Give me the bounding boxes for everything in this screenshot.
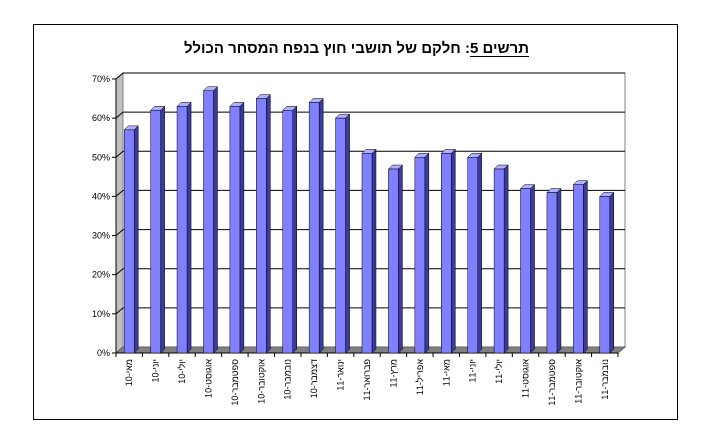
bar-side xyxy=(424,152,430,354)
x-tick-labels: מאי-10 יוני-10 יולי-10 אוגוסט-10 ספטמבר-10 או… xyxy=(124,359,610,406)
bar-front xyxy=(546,192,558,354)
x-tick-label: אפריל-11 xyxy=(415,359,425,395)
bar xyxy=(229,101,245,354)
bar-front xyxy=(388,168,399,354)
bar xyxy=(308,97,324,354)
bar xyxy=(519,183,536,354)
x-tick-label: דצמבר-10 xyxy=(309,359,319,398)
x-tick-label: נובמבר-10 xyxy=(283,359,293,400)
chart-title-number: תרשים 5 xyxy=(469,40,529,57)
bar xyxy=(440,148,456,354)
bar xyxy=(176,101,192,354)
y-tick-label: 70% xyxy=(92,74,110,84)
bar-side xyxy=(292,105,297,354)
gridline-side xyxy=(115,307,124,315)
bar xyxy=(282,105,298,354)
y-tick-label: 30% xyxy=(92,231,110,241)
bar-front xyxy=(256,98,267,354)
y-tick-label: 20% xyxy=(92,270,110,280)
bar xyxy=(387,164,404,354)
bar-side xyxy=(160,105,165,354)
bar-side xyxy=(345,113,350,354)
chart-title-text: : חלקם של תושבי חוץ בנפח המסחר הכולל xyxy=(183,40,470,57)
bar-side xyxy=(477,152,482,354)
y-tick-labels: 0% 10% 20% 30% 40% 50% 60% 70% xyxy=(92,74,110,358)
bar-side xyxy=(398,164,403,354)
bar-side xyxy=(186,101,192,354)
x-tick-label: מאי-10 xyxy=(124,359,134,386)
x-tick-label: פברואר-11 xyxy=(362,359,372,401)
x-tick-label: נובמבר-11 xyxy=(600,359,610,400)
bar-front xyxy=(361,153,373,354)
bar-side xyxy=(530,183,535,354)
bar xyxy=(546,187,562,354)
bar-front xyxy=(203,90,214,354)
bar xyxy=(123,125,139,354)
bar-front xyxy=(414,157,426,354)
x-tick-label: יוני-10 xyxy=(151,359,161,383)
bar xyxy=(467,152,483,354)
x-tick-label: יולי-10 xyxy=(177,359,187,384)
x-tick-label: מרץ-11 xyxy=(388,359,398,388)
gridline-side xyxy=(115,150,124,158)
y-tick-label: 0% xyxy=(97,348,110,358)
bar-side xyxy=(371,148,377,354)
bar-front xyxy=(282,110,293,354)
x-tick-label: יוני-11 xyxy=(468,359,478,383)
x-tick-label: ספטמבר-11 xyxy=(547,359,557,406)
bar-front xyxy=(520,188,531,354)
y-tick-label: 60% xyxy=(92,113,110,123)
x-tick-label: ספטמבר-10 xyxy=(230,359,240,406)
x-tick-label: ינואר-11 xyxy=(336,359,346,391)
bar-side xyxy=(451,148,456,354)
x-tick-label: אוגוסט-10 xyxy=(203,359,213,398)
bar-side xyxy=(133,125,139,354)
x-tick-label: אוגוסט-11 xyxy=(521,359,531,398)
y-tick-label: 10% xyxy=(92,309,110,319)
y-tick-label: 50% xyxy=(92,152,110,162)
gridline-side xyxy=(115,229,124,236)
bar-side xyxy=(609,191,615,354)
bar-front xyxy=(308,102,320,354)
bar xyxy=(202,86,219,354)
bar xyxy=(493,164,509,354)
bar xyxy=(150,105,166,354)
bar-front xyxy=(599,196,611,354)
bar xyxy=(572,180,588,354)
x-tick-label: מאי-11 xyxy=(441,359,451,386)
bar xyxy=(334,113,351,354)
bar-side xyxy=(213,86,218,354)
gridline-side xyxy=(115,190,124,197)
chart-title: תרשים 5: חלקם של תושבי חוץ בנפח המסחר הכ… xyxy=(0,40,713,57)
x-tick-label: יולי-11 xyxy=(494,359,504,384)
gridline-side xyxy=(115,72,124,80)
bar xyxy=(361,148,377,354)
bar-side xyxy=(503,164,509,354)
bar-front xyxy=(176,106,188,354)
y-tick-label: 40% xyxy=(92,191,110,201)
bar xyxy=(599,191,615,354)
bar-front xyxy=(441,153,452,354)
bar-front xyxy=(229,106,241,354)
bar-front xyxy=(150,110,161,354)
bar-side xyxy=(318,97,324,354)
bar-side xyxy=(556,187,562,354)
gridline-side xyxy=(115,111,124,119)
gridline-side xyxy=(115,268,124,276)
x-tick-label: אוקטובר-11 xyxy=(573,359,583,404)
bars xyxy=(123,86,615,354)
bar-side xyxy=(239,101,245,354)
bar-front xyxy=(123,129,135,354)
x-tick-label: אוקטובר-10 xyxy=(256,359,266,404)
bar xyxy=(414,152,430,354)
bar xyxy=(255,93,271,354)
bar-front xyxy=(573,184,584,354)
bar-front xyxy=(467,157,478,354)
bar-side xyxy=(583,180,588,354)
bar-front xyxy=(493,168,505,354)
bar-side xyxy=(266,93,271,354)
bar-front xyxy=(335,117,346,354)
